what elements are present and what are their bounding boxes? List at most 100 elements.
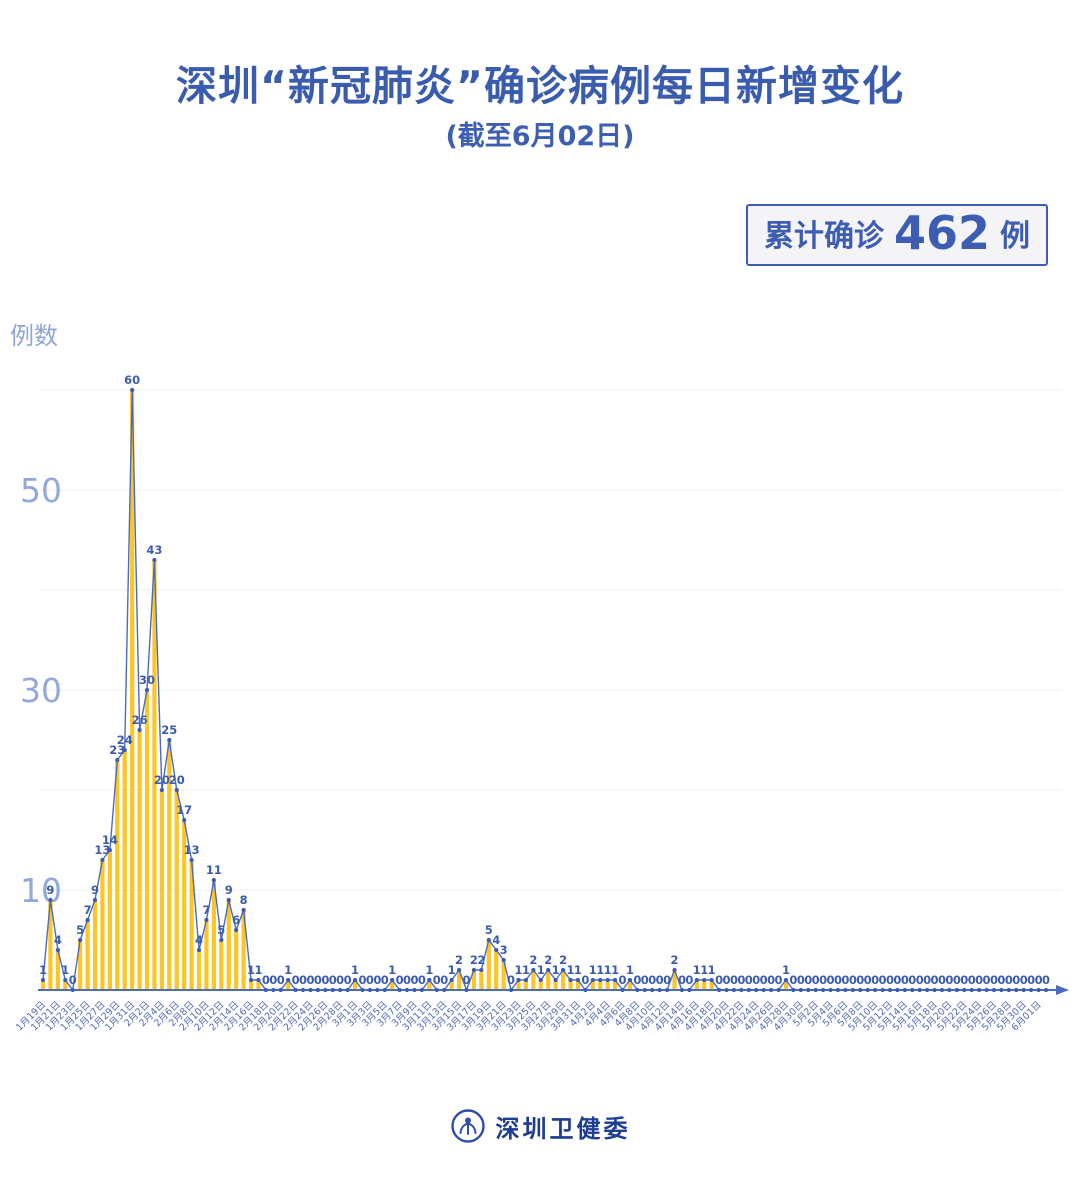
svg-text:0: 0 (723, 973, 731, 987)
svg-text:0: 0 (938, 973, 946, 987)
svg-text:0: 0 (841, 973, 849, 987)
svg-text:0: 0 (1035, 973, 1043, 987)
svg-text:1: 1 (700, 963, 708, 977)
svg-text:0: 0 (752, 973, 760, 987)
org-name: 深圳卫健委 (495, 1114, 631, 1143)
badge-unit: 例 (1000, 219, 1030, 254)
cumulative-total-badge: 累计确诊 462 例 (745, 204, 1048, 266)
svg-text:1: 1 (574, 963, 582, 977)
svg-text:0: 0 (849, 973, 857, 987)
svg-text:2: 2 (470, 953, 478, 967)
svg-text:4: 4 (54, 933, 62, 947)
svg-text:1: 1 (247, 963, 255, 977)
svg-text:13: 13 (94, 843, 110, 857)
svg-text:0: 0 (715, 973, 723, 987)
svg-text:0: 0 (812, 973, 820, 987)
svg-text:0: 0 (960, 973, 968, 987)
svg-text:0: 0 (983, 973, 991, 987)
svg-text:0: 0 (968, 973, 976, 987)
svg-text:0: 0 (1027, 973, 1035, 987)
svg-text:23: 23 (109, 743, 125, 757)
svg-text:0: 0 (886, 973, 894, 987)
svg-text:1: 1 (693, 963, 701, 977)
svg-text:1: 1 (537, 963, 545, 977)
svg-text:9: 9 (225, 883, 233, 897)
svg-text:0: 0 (745, 973, 753, 987)
badge-value: 462 (893, 206, 990, 260)
svg-text:0: 0 (321, 973, 329, 987)
svg-text:6: 6 (232, 913, 240, 927)
svg-text:0: 0 (789, 973, 797, 987)
svg-text:5: 5 (76, 923, 84, 937)
svg-text:1: 1 (522, 963, 530, 977)
svg-text:0: 0 (827, 973, 835, 987)
svg-text:0: 0 (997, 973, 1005, 987)
svg-text:0: 0 (641, 973, 649, 987)
page-subtitle: (截至6月02日) (445, 121, 635, 152)
svg-text:5: 5 (217, 923, 225, 937)
svg-text:0: 0 (344, 973, 352, 987)
svg-text:0: 0 (306, 973, 314, 987)
svg-text:5: 5 (485, 923, 493, 937)
svg-text:0: 0 (931, 973, 939, 987)
svg-text:50: 50 (20, 471, 62, 510)
svg-text:0: 0 (619, 973, 627, 987)
svg-text:30: 30 (20, 671, 62, 710)
svg-text:0: 0 (945, 973, 953, 987)
footer: 深圳卫健委 (0, 1108, 1080, 1144)
svg-text:0: 0 (893, 973, 901, 987)
svg-text:1: 1 (448, 963, 456, 977)
svg-text:2: 2 (671, 953, 679, 967)
svg-text:3: 3 (500, 943, 508, 957)
svg-text:0: 0 (269, 973, 277, 987)
svg-text:25: 25 (161, 723, 177, 737)
gridlines (40, 389, 1062, 891)
svg-text:0: 0 (373, 973, 381, 987)
svg-text:0: 0 (262, 973, 270, 987)
svg-text:1: 1 (284, 963, 292, 977)
svg-text:0: 0 (908, 973, 916, 987)
svg-text:4: 4 (492, 933, 500, 947)
svg-text:0: 0 (901, 973, 909, 987)
svg-text:20: 20 (169, 773, 185, 787)
svg-text:0: 0 (329, 973, 337, 987)
svg-text:0: 0 (336, 973, 344, 987)
svg-text:0: 0 (678, 973, 686, 987)
svg-text:0: 0 (834, 973, 842, 987)
svg-text:1: 1 (596, 963, 604, 977)
svg-text:0: 0 (507, 973, 515, 987)
svg-text:0: 0 (1020, 973, 1028, 987)
svg-text:0: 0 (663, 973, 671, 987)
svg-text:0: 0 (396, 973, 404, 987)
svg-text:0: 0 (953, 973, 961, 987)
svg-text:1: 1 (254, 963, 262, 977)
svg-text:13: 13 (184, 843, 200, 857)
svg-text:0: 0 (277, 973, 285, 987)
svg-text:0: 0 (879, 973, 887, 987)
svg-text:24: 24 (117, 733, 133, 747)
svg-text:0: 0 (462, 973, 470, 987)
svg-text:14: 14 (102, 833, 118, 847)
svg-text:26: 26 (132, 713, 148, 727)
page-title: 深圳“新冠肺炎”确诊病例每日新增变化 (176, 62, 904, 110)
svg-text:0: 0 (410, 973, 418, 987)
y-axis-title: 例数 (10, 322, 58, 350)
bars-layer (40, 390, 789, 990)
svg-text:0: 0 (737, 973, 745, 987)
svg-text:0: 0 (299, 973, 307, 987)
svg-text:11: 11 (206, 863, 222, 877)
svg-text:1: 1 (604, 963, 612, 977)
svg-text:1: 1 (552, 963, 560, 977)
svg-text:1: 1 (351, 963, 359, 977)
svg-text:1: 1 (611, 963, 619, 977)
svg-text:17: 17 (176, 803, 192, 817)
svg-text:1: 1 (626, 963, 634, 977)
point-markers (40, 387, 1049, 993)
svg-text:0: 0 (69, 973, 77, 987)
svg-text:0: 0 (819, 973, 827, 987)
svg-text:0: 0 (804, 973, 812, 987)
svg-text:0: 0 (433, 973, 441, 987)
svg-text:0: 0 (1005, 973, 1013, 987)
health-commission-logo-icon (450, 1109, 485, 1143)
svg-text:4: 4 (195, 933, 203, 947)
